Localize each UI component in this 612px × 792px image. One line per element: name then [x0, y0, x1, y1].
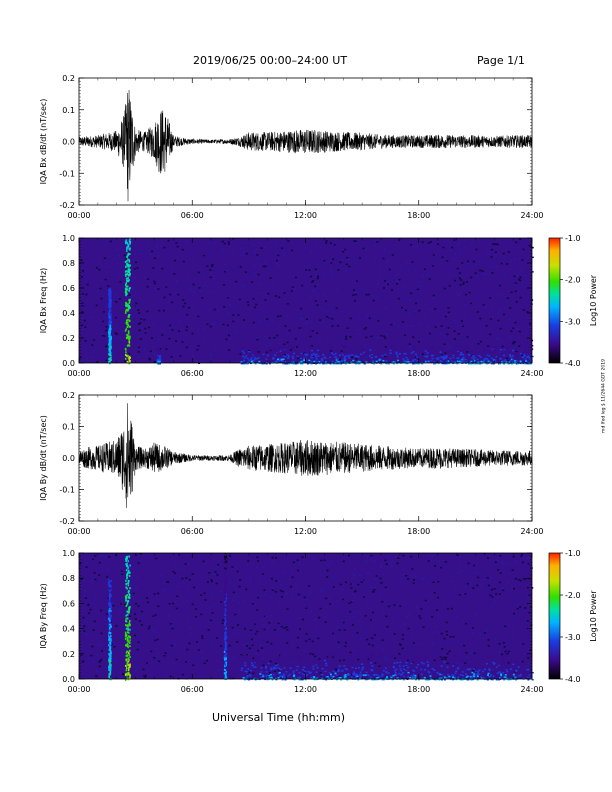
x-tick-label: 06:00	[181, 527, 204, 536]
series-trace	[78, 90, 533, 202]
panel-2: -1.0 -2.0 -3.0 -4.0 Log10 Power 0.0 0.2 0.4 0.6 0…	[39, 234, 598, 378]
x-tick-label: 18:00	[407, 369, 430, 378]
y-tick-label: 1.0	[62, 234, 75, 243]
spectrogram-burst	[223, 553, 228, 680]
colorbar-tick-label: -2.0	[565, 591, 581, 600]
y-tick-label: -0.1	[59, 486, 75, 495]
x-tick-label: 24:00	[520, 527, 543, 536]
x-tick-label: 18:00	[407, 527, 430, 536]
colorbar-tick-label: -3.0	[565, 317, 581, 326]
spectrogram-noise	[79, 553, 534, 680]
side-note: md lfed leg $ 11/2644 GDT 2019	[601, 359, 607, 433]
x-tick-label: 06:00	[181, 211, 204, 220]
y-tick-label: -0.1	[59, 169, 75, 178]
y-tick-label: 0.2	[62, 74, 75, 83]
panel-4: -1.0 -2.0 -3.0 -4.0 Log10 Power 0.0 0.2 0.4 0.6 0…	[39, 549, 598, 694]
x-tick-label: 18:00	[407, 685, 430, 694]
y-axis-label: IQA By Freq (Hz)	[39, 583, 48, 649]
colorbar	[548, 552, 561, 680]
y-tick-label: 0.4	[62, 309, 75, 318]
x-tick-label: 00:00	[67, 211, 90, 220]
x-tick-label: 00:00	[67, 685, 90, 694]
colorbar-tick-label: -1.0	[565, 549, 581, 558]
y-tick-label: -0.2	[59, 517, 75, 526]
y-tick-label: 0.2	[62, 391, 75, 400]
y-tick-label: 0.2	[62, 334, 75, 343]
y-tick-label: -0.2	[59, 201, 75, 210]
spectrogram-low-band	[240, 653, 534, 681]
colorbar	[548, 237, 561, 364]
spectrogram-background	[79, 238, 532, 363]
y-tick-label: 0.2	[62, 650, 75, 659]
x-tick-label: 24:00	[520, 685, 543, 694]
colorbar-label: Log10 Power	[589, 590, 598, 642]
y-tick-label: 0.0	[62, 675, 75, 684]
colorbar-tick-label: -4.0	[565, 359, 581, 368]
y-tick-label: 0.6	[62, 599, 75, 608]
y-tick-label: 0.8	[62, 259, 75, 268]
x-tick-label: 12:00	[294, 527, 317, 536]
x-tick-label: 00:00	[67, 369, 90, 378]
x-tick-label: 12:00	[294, 369, 317, 378]
x-tick-label: 18:00	[407, 211, 430, 220]
y-tick-label: 0.1	[62, 106, 75, 115]
x-tick-label: 12:00	[294, 685, 317, 694]
series-trace	[78, 403, 533, 508]
colorbar-tick-label: -1.0	[565, 234, 581, 243]
spectrogram-burst	[108, 288, 112, 365]
spectrogram-burst	[124, 555, 131, 681]
colorbar-tick-label: -3.0	[565, 633, 581, 642]
y-tick-label: 1.0	[62, 549, 75, 558]
colorbar-label: Log10 Power	[589, 274, 598, 326]
page-indicator: Page 1/1	[477, 54, 525, 67]
y-tick-label: 0.1	[62, 423, 75, 432]
x-tick-label: 24:00	[520, 211, 543, 220]
x-tick-label: 00:00	[67, 527, 90, 536]
x-tick-label: 06:00	[181, 685, 204, 694]
y-tick-label: 0.0	[62, 454, 75, 463]
spectrogram-burst	[108, 578, 112, 681]
y-axis-label: IQA By dB/dt (nT/sec)	[39, 415, 48, 501]
x-axis-title: Universal Time (hh:mm)	[212, 711, 345, 724]
y-tick-label: 0.0	[62, 359, 75, 368]
y-axis-label: IQA Bx Freq (Hz)	[39, 268, 48, 334]
spectrogram-background	[79, 553, 532, 679]
x-tick-label: 06:00	[181, 369, 204, 378]
x-tick-label: 24:00	[520, 369, 543, 378]
colorbar-tick-label: -4.0	[565, 675, 581, 684]
y-tick-label: 0.4	[62, 625, 75, 634]
x-tick-label: 12:00	[294, 211, 317, 220]
y-axis-label: IQA Bx dB/dt (nT/sec)	[39, 99, 48, 185]
colorbar-tick-label: -2.0	[565, 276, 581, 285]
y-tick-label: 0.8	[62, 574, 75, 583]
y-tick-label: 0.6	[62, 284, 75, 293]
panel-3: -0.2 -0.1 0.0 0.1 0.2 00:00 06:00 12:00 18:00 24:…	[39, 391, 544, 536]
spectrogram-burst	[156, 348, 162, 365]
date-range-header: 2019/06/25 00:00–24:00 UT	[193, 54, 348, 67]
y-tick-label: 0.0	[62, 138, 75, 147]
panel-1: -0.2 -0.1 0.0 0.1 0.2 00:00 06:00 12:00 18:00 24:…	[39, 74, 544, 220]
